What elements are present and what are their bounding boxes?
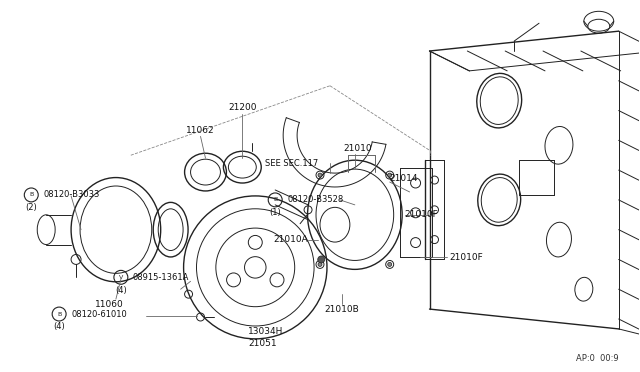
Text: AP:0  00:9: AP:0 00:9 [576,354,619,363]
Circle shape [388,173,392,177]
Text: 11060: 11060 [95,299,124,309]
Text: 21200: 21200 [228,103,257,112]
Text: (1): (1) [269,208,281,217]
Circle shape [318,173,322,177]
Text: (4): (4) [53,323,65,331]
Text: 08120-61010: 08120-61010 [71,310,127,318]
Text: 21010A: 21010A [273,235,308,244]
Text: 11062: 11062 [186,126,215,135]
Text: 21010F: 21010F [449,253,483,262]
Text: V: V [119,275,123,280]
Text: 21051: 21051 [248,339,276,348]
Text: 21010F: 21010F [404,210,438,219]
Text: 21014: 21014 [390,174,418,183]
Circle shape [388,262,392,266]
Circle shape [317,256,324,263]
Text: 08120-B3033: 08120-B3033 [44,190,100,199]
Circle shape [318,262,322,266]
Text: 21010: 21010 [344,144,372,153]
Text: (4): (4) [115,286,127,295]
Text: 08120-B3528: 08120-B3528 [287,195,344,204]
Text: 13034H: 13034H [248,327,283,336]
Text: B: B [29,192,33,198]
Text: 21010B: 21010B [324,305,359,314]
Text: B: B [57,311,61,317]
Text: (2): (2) [26,203,37,212]
Text: 08915-1361A: 08915-1361A [133,273,189,282]
Text: SEE SEC.117: SEE SEC.117 [266,159,319,168]
Text: B: B [273,198,277,202]
